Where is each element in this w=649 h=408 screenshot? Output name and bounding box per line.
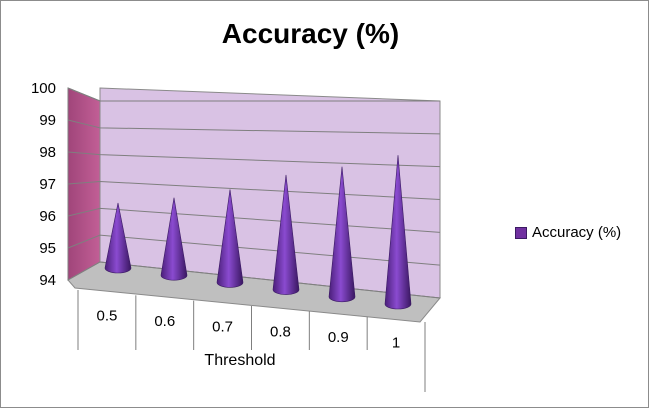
cone-bar-1 — [384, 155, 412, 310]
x-tick-label: 0.5 — [96, 308, 117, 325]
gridline — [67, 151, 441, 168]
x-tick-label: 0.7 — [212, 318, 233, 335]
x-tick-label: 0.9 — [328, 329, 349, 346]
x-tick-label: 0.6 — [154, 313, 175, 330]
cone-bar-0.8 — [272, 174, 300, 295]
cone-bar-0.6 — [160, 197, 188, 281]
cone-bar-0.7 — [216, 189, 244, 288]
y-tick-label: 96 — [39, 208, 56, 225]
cone-bar-0.9 — [328, 166, 356, 303]
x-axis-label: Threshold — [204, 352, 276, 369]
legend: Accuracy (%) — [515, 224, 621, 241]
gridline — [67, 261, 441, 299]
gridline — [67, 234, 441, 266]
y-tick-label: 95 — [39, 240, 56, 257]
y-tick-label: 97 — [39, 176, 56, 193]
y-tick-label: 98 — [39, 144, 56, 161]
gridline — [67, 87, 440, 102]
y-tick-label: 94 — [39, 272, 56, 289]
legend-swatch — [515, 226, 527, 239]
gridline — [67, 119, 441, 135]
cone-bar-0.5 — [104, 202, 132, 274]
y-tick-label: 100 — [31, 80, 56, 97]
x-tick-label: 1 — [392, 334, 400, 351]
gridline — [67, 207, 441, 233]
chart-title: Accuracy (%) — [221, 18, 400, 49]
gridline — [67, 180, 441, 200]
legend-label: Accuracy (%) — [532, 224, 622, 241]
y-tick-label: 99 — [39, 112, 56, 129]
x-tick-label: 0.8 — [270, 324, 291, 341]
